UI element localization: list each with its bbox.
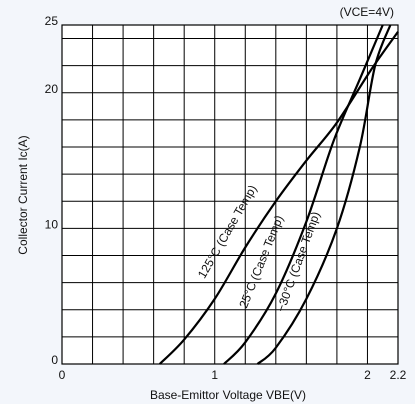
- curve: [158, 31, 399, 365]
- y-axis-label: Collector Current Ic(A): [16, 135, 30, 254]
- annotation: (VCE=4V): [340, 5, 394, 19]
- curve: [223, 24, 384, 365]
- y-tick-label: 25: [45, 14, 59, 28]
- y-tick-label: 20: [45, 82, 59, 96]
- y-tick-label: 0: [51, 353, 58, 367]
- x-tick-label: 0: [59, 368, 66, 382]
- x-tick-label: 1: [211, 368, 218, 382]
- x-tick-label: 2: [364, 368, 371, 382]
- plot-area: [62, 25, 398, 364]
- x-axis-label: Base-Emittor Voltage VBE(V): [150, 388, 306, 402]
- y-tick-label: 10: [45, 218, 59, 232]
- x-tick-label: 2.2: [390, 368, 407, 382]
- curve: [256, 24, 392, 365]
- plot-border: [61, 24, 399, 365]
